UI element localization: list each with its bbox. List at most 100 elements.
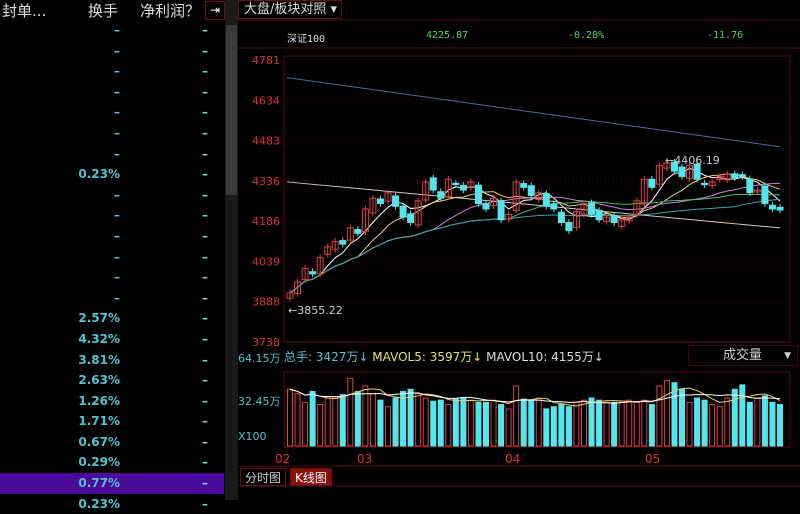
volume-bar bbox=[347, 377, 354, 447]
list-item[interactable]: 3.81% – bbox=[0, 350, 224, 371]
volume-bar bbox=[777, 404, 783, 447]
list-item[interactable]: 0.29% – bbox=[0, 452, 224, 473]
volume-bar bbox=[618, 401, 625, 447]
candle-body bbox=[376, 198, 384, 205]
list-item[interactable]: – – bbox=[0, 41, 224, 62]
tab-intraday[interactable]: 分时图 bbox=[240, 468, 287, 486]
turnover-cell: – bbox=[114, 84, 120, 99]
list-item[interactable]: – – bbox=[0, 123, 224, 144]
column-header-turnover[interactable]: 换手 bbox=[88, 2, 119, 20]
x-tick-label: 02 bbox=[275, 452, 290, 466]
long-ma-line bbox=[286, 181, 781, 229]
candle-body bbox=[708, 181, 716, 186]
volume-bar bbox=[535, 397, 542, 447]
list-item[interactable]: 2.63% – bbox=[0, 370, 224, 391]
candle-body bbox=[565, 221, 573, 232]
list-item[interactable]: 2.57% – bbox=[0, 308, 224, 329]
turnover-cell: 0.29% bbox=[78, 455, 120, 470]
list-item[interactable]: – – bbox=[0, 267, 224, 288]
turnover-cell: – bbox=[114, 249, 120, 264]
candle-body bbox=[542, 193, 550, 207]
candle-body bbox=[678, 166, 686, 178]
volume-bar bbox=[437, 399, 444, 447]
volume-bar bbox=[385, 406, 391, 447]
list-item[interactable]: 4.32% – bbox=[0, 329, 224, 350]
x-tick-label: 04 bbox=[505, 452, 520, 466]
candle-body bbox=[339, 240, 347, 245]
list-item[interactable]: – – bbox=[0, 288, 224, 309]
candle-body bbox=[407, 213, 415, 223]
candle-body bbox=[467, 181, 475, 189]
column-header-seal[interactable]: 封单... bbox=[2, 2, 47, 20]
list-item[interactable]: – – bbox=[0, 20, 224, 41]
candle-body bbox=[663, 162, 671, 169]
volume-bar bbox=[505, 408, 512, 447]
list-item[interactable]: 1.26% – bbox=[0, 391, 224, 412]
candle-body bbox=[655, 165, 663, 185]
mavol10: MAVOL10: 4155万↓ bbox=[486, 350, 604, 364]
list-item[interactable]: – – bbox=[0, 247, 224, 268]
candle-body bbox=[527, 185, 535, 196]
column-header-net-profit[interactable]: 净利润？ bbox=[140, 2, 201, 20]
y-tick-label: 4483 bbox=[252, 135, 280, 148]
net-profit-cell: – bbox=[202, 23, 208, 37]
indicator-dropdown[interactable]: 成交量 ▼ bbox=[688, 345, 798, 366]
candle-body bbox=[497, 200, 505, 221]
net-profit-cell: – bbox=[202, 43, 208, 58]
net-profit-cell: – bbox=[202, 249, 208, 264]
candle-body bbox=[346, 227, 354, 241]
scrollbar[interactable] bbox=[225, 0, 238, 500]
list-item[interactable]: 0.77% – bbox=[0, 473, 224, 494]
net-profit-cell: – bbox=[202, 146, 208, 161]
candle-body bbox=[294, 281, 302, 295]
volume-bar bbox=[309, 390, 316, 447]
list-item[interactable]: 0.23% – bbox=[0, 164, 224, 185]
candle-body bbox=[693, 163, 701, 180]
scrollbar-thumb[interactable] bbox=[226, 25, 237, 195]
candle-body bbox=[723, 173, 731, 181]
list-item[interactable]: – – bbox=[0, 226, 224, 247]
candle-body bbox=[512, 181, 520, 211]
list-item[interactable]: – – bbox=[0, 144, 224, 165]
volume-bar bbox=[633, 401, 640, 447]
volume-bar bbox=[641, 399, 648, 447]
volume-bar bbox=[369, 393, 376, 447]
volume-bar bbox=[761, 395, 768, 447]
volume-bar bbox=[339, 394, 346, 447]
tab-kline[interactable]: K线图 bbox=[290, 468, 332, 486]
list-item[interactable]: – – bbox=[0, 61, 224, 82]
volume-bar bbox=[731, 388, 738, 447]
candle-body bbox=[474, 184, 482, 205]
turnover-cell: – bbox=[114, 23, 120, 37]
list-item[interactable]: – – bbox=[0, 185, 224, 206]
volume-bar bbox=[709, 404, 716, 447]
list-item[interactable]: 1.71% – bbox=[0, 411, 224, 432]
list-item[interactable]: – – bbox=[0, 102, 224, 123]
candle-body bbox=[369, 197, 377, 214]
volume-bar bbox=[475, 401, 482, 447]
volume-bar bbox=[543, 408, 550, 447]
mavol5-line bbox=[289, 387, 781, 407]
volume-bar bbox=[769, 401, 776, 447]
volume-bar bbox=[287, 388, 293, 447]
volume-bar bbox=[701, 399, 708, 447]
volume-bar bbox=[294, 393, 301, 447]
list-item[interactable]: – – bbox=[0, 82, 224, 103]
kline-chart[interactable]: 4781 4634 4483 4336 4186 4039 3888 3738 ←4406.19… bbox=[0, 0, 800, 500]
candle-body bbox=[595, 209, 603, 221]
candle-body bbox=[746, 178, 754, 194]
list-item[interactable]: – – bbox=[0, 205, 224, 226]
candle-body bbox=[437, 191, 445, 199]
ma60-line bbox=[289, 198, 781, 294]
volume-bar bbox=[648, 404, 655, 447]
compare-dropdown[interactable]: 大盘/板块对照 ▾ bbox=[238, 0, 342, 19]
collapse-panel-button[interactable]: ⇥ bbox=[205, 1, 225, 20]
y-tick-label: 3888 bbox=[252, 296, 280, 309]
net-profit-cell: – bbox=[202, 373, 208, 388]
candle-body bbox=[316, 257, 324, 275]
volume-bar bbox=[483, 401, 489, 447]
volume-bar bbox=[739, 384, 746, 447]
long-ma-line bbox=[286, 77, 781, 148]
list-item[interactable]: 0.67% – bbox=[0, 432, 224, 453]
candle-body bbox=[459, 184, 467, 191]
